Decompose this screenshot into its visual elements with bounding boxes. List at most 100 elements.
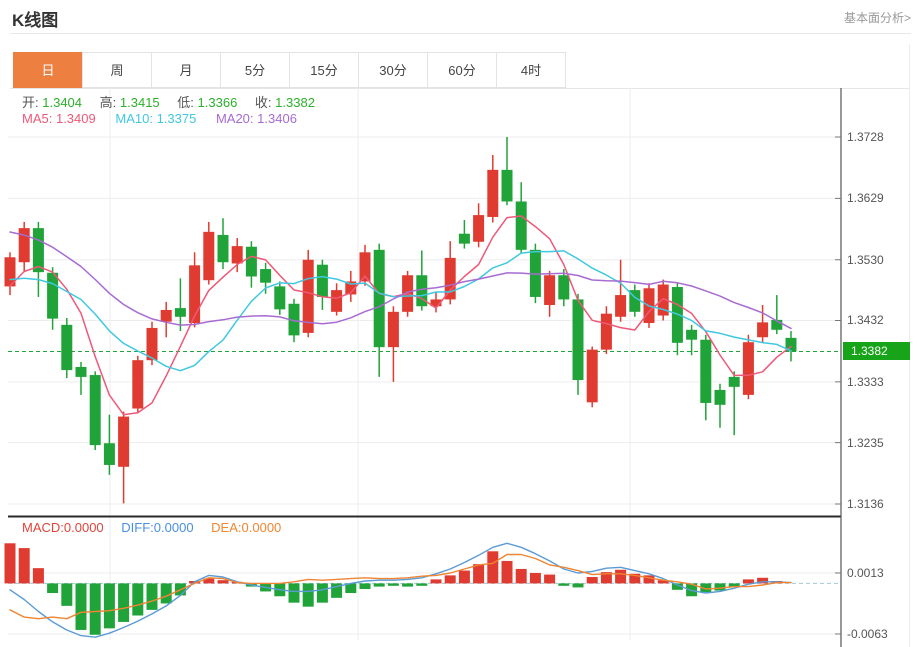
macd-bar xyxy=(146,583,158,610)
close-label: 收: xyxy=(254,95,272,110)
tab-week[interactable]: 周 xyxy=(82,52,152,88)
high-label: 高: xyxy=(99,95,117,110)
candle-body xyxy=(757,322,769,338)
candle-body xyxy=(345,281,357,295)
candle-body xyxy=(245,246,257,277)
period-tabs: 日周月 5分 15分 30分 60分 4时 xyxy=(13,52,566,88)
macd-bar xyxy=(359,583,371,590)
macd-bar xyxy=(118,583,130,622)
macd-bar xyxy=(757,577,769,584)
macd-bar xyxy=(529,572,541,584)
macd-bar xyxy=(416,583,428,586)
candle-body xyxy=(544,275,556,306)
macd-bar xyxy=(103,583,115,629)
candle-body xyxy=(203,231,215,281)
macd-bar xyxy=(544,574,556,584)
dea-line xyxy=(9,553,792,620)
macd-bar xyxy=(89,583,101,635)
plot-top-border xyxy=(10,88,910,89)
macd-bar xyxy=(515,568,527,584)
low-label: 低: xyxy=(177,95,194,110)
axis-tick-label: 0.0013 xyxy=(847,565,884,580)
axis-tick-label: 1.3629 xyxy=(847,191,884,206)
macd-bar xyxy=(671,583,683,590)
ma20-line xyxy=(9,231,792,330)
macd-bar xyxy=(430,579,442,584)
macd-bar xyxy=(600,572,612,584)
tab-30min[interactable]: 30分 xyxy=(358,52,428,88)
macd-bar xyxy=(288,583,300,603)
candle-body xyxy=(600,313,612,350)
candle-body xyxy=(444,257,456,300)
tab-month[interactable]: 月 xyxy=(151,52,221,88)
macd-bar xyxy=(217,580,229,584)
candle-body xyxy=(288,303,300,336)
candle-body xyxy=(700,339,712,403)
candle-body xyxy=(686,329,698,340)
candle-body xyxy=(118,416,130,467)
macd-bar xyxy=(728,583,740,587)
axis-tick-label: 1.3333 xyxy=(847,374,884,389)
candle-body xyxy=(558,275,570,300)
macd-bar xyxy=(629,573,641,584)
candle-body xyxy=(785,337,797,352)
macd-bar xyxy=(203,578,215,584)
diff-value: DIFF:0.0000 xyxy=(121,520,194,535)
candle-body xyxy=(61,324,73,371)
candle-body xyxy=(189,265,201,323)
macd-bar xyxy=(586,576,598,584)
candle-body xyxy=(32,228,44,273)
candle-body xyxy=(473,215,485,242)
macd-bar xyxy=(714,583,726,591)
axis-tick-label: 1.3235 xyxy=(847,435,884,450)
macd-bar xyxy=(742,579,754,584)
candle-body xyxy=(260,269,272,283)
close-value: 1.3382 xyxy=(275,95,315,110)
macd-bar xyxy=(331,583,343,598)
macd-bar xyxy=(61,583,73,606)
page-title: K线图 xyxy=(12,11,59,30)
candle-body xyxy=(657,284,669,316)
high-value: 1.3415 xyxy=(119,95,160,110)
candle-body xyxy=(373,249,385,348)
macd-legend: MACD:0.0000 DIFF:0.0000 DEA:0.0000 xyxy=(22,520,295,535)
macd-bar xyxy=(75,583,87,630)
macd-bar xyxy=(402,583,414,587)
tab-15min[interactable]: 15分 xyxy=(289,52,359,88)
tab-60min[interactable]: 60分 xyxy=(427,52,497,88)
macd-bar xyxy=(615,569,627,584)
candle-body xyxy=(174,308,186,317)
macd-bar xyxy=(643,575,655,584)
current-price-badge: 1.3382 xyxy=(843,342,910,361)
candle-body xyxy=(458,233,470,244)
macd-bar xyxy=(657,580,669,584)
candle-body xyxy=(572,299,584,381)
macd-bar xyxy=(373,583,385,587)
ma10-line xyxy=(9,250,792,372)
macd-bar xyxy=(18,548,30,584)
ma5-value: MA5: 1.3409 xyxy=(22,111,96,126)
candle-body xyxy=(47,272,59,319)
candle-body xyxy=(160,309,172,322)
dea-value: DEA:0.0000 xyxy=(211,520,282,535)
tab-4hour[interactable]: 4时 xyxy=(496,52,566,88)
macd-bar xyxy=(47,583,59,594)
candle-body xyxy=(132,360,144,409)
header-divider xyxy=(10,33,911,34)
candle-body xyxy=(416,275,428,307)
axis-tick-label: 1.3432 xyxy=(847,313,884,328)
candle-body xyxy=(89,375,101,446)
macd-bar xyxy=(316,583,328,603)
diff-line xyxy=(9,542,792,638)
tab-day[interactable]: 日 xyxy=(13,52,83,88)
tab-5min[interactable]: 5分 xyxy=(220,52,290,88)
candle-body xyxy=(771,319,783,330)
macd-bar xyxy=(487,551,499,584)
candle-body xyxy=(103,443,115,465)
ma-legend: MA5: 1.3409 MA10: 1.3375 MA20: 1.3406 xyxy=(22,111,313,126)
candle-body xyxy=(302,259,314,333)
candle-body xyxy=(742,342,754,395)
candle-body xyxy=(274,286,286,310)
ohlc-legend: 开: 1.3404 高: 1.3415 低: 1.3366 收: 1.3382 xyxy=(22,92,329,111)
fundamental-analysis-link[interactable]: 基本面分析> xyxy=(843,11,911,25)
